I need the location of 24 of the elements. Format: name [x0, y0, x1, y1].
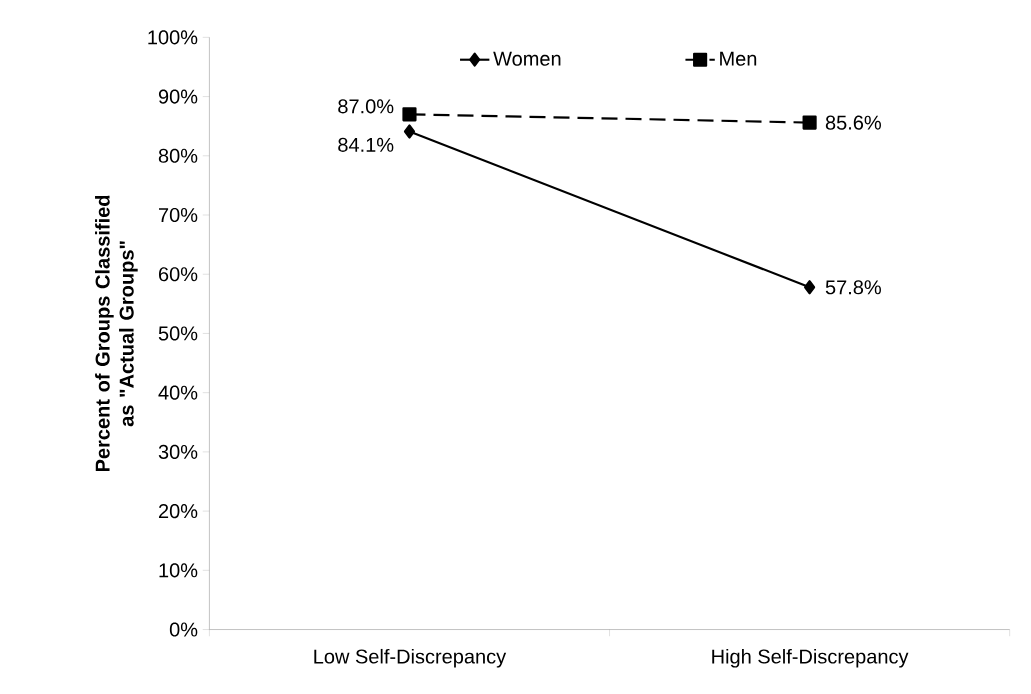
y-tick-label: 40%: [158, 385, 198, 400]
y-tick-label: 0%: [169, 622, 198, 637]
y-tick-label: 20%: [158, 504, 198, 519]
legend-label: Women: [493, 52, 561, 66]
y-tick-label: 30%: [158, 445, 198, 460]
data-label: 87.0%: [338, 99, 394, 114]
point: [802, 115, 817, 130]
y-tick-label: 10%: [159, 563, 198, 578]
data-label: 85.6%: [825, 115, 881, 130]
y-tick-label: 70%: [159, 208, 198, 223]
data-label: 84.1%: [338, 137, 394, 153]
y-tick-label: 60%: [159, 267, 198, 282]
data-label: 57.8%: [825, 280, 881, 295]
point: [804, 280, 816, 295]
point: [403, 124, 416, 139]
y-tick-label: 50%: [158, 326, 198, 341]
y-tick-label: 80%: [158, 148, 198, 164]
y-axis-title: Percent of Groups Classified as "Actual Groups": [95, 196, 138, 472]
y-tick-label: 90%: [158, 89, 198, 104]
point: [402, 107, 417, 122]
legend-label: Men: [720, 52, 757, 66]
x-tick-label: High Self-Discrepancy: [712, 649, 909, 668]
x-tick-label: Low Self-Discrepancy: [314, 649, 507, 668]
y-tick-label: 100%: [148, 30, 198, 45]
